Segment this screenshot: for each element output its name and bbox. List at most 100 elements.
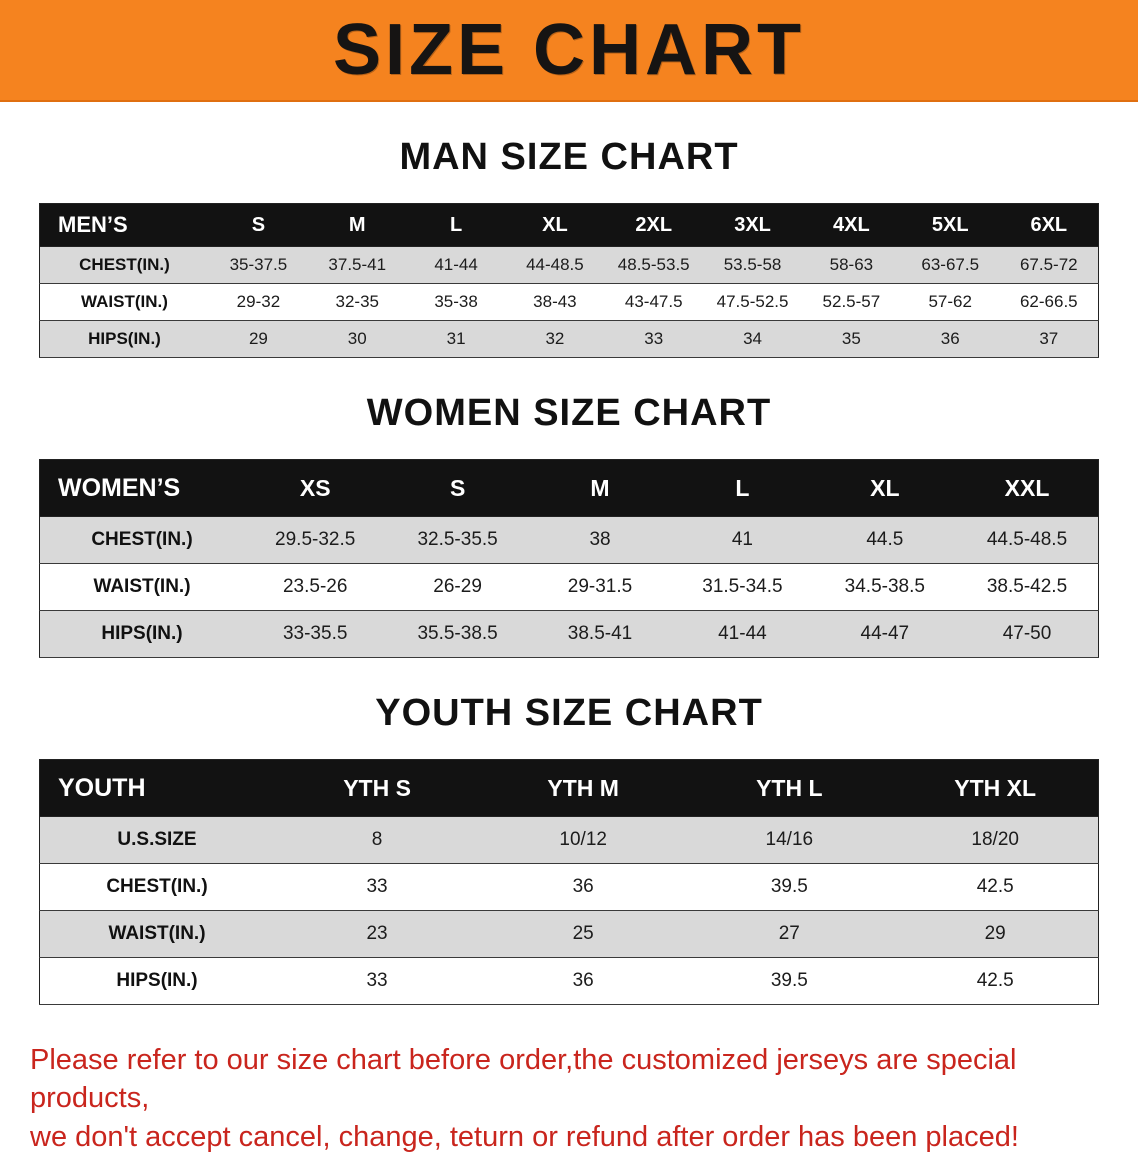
value-cell: 35-37.5 (229, 255, 288, 274)
value-cell: 32-35 (335, 292, 379, 311)
value-cell: 39.5 (770, 970, 808, 991)
value-cell: 32 (545, 329, 565, 348)
page-title: SIZE CHART (333, 10, 805, 90)
value-cell: 38.5-41 (567, 623, 633, 644)
row-label-cell: CHEST(IN.) (79, 255, 170, 274)
size-header-cell: XL (813, 459, 957, 517)
row-label-cell: HIPS(IN.) (101, 623, 183, 644)
value-cell: 23 (366, 923, 388, 944)
value-cell: 42.5 (976, 970, 1014, 991)
value-cell: 39.5 (770, 876, 808, 897)
value-cell: 23.5-26 (282, 576, 348, 597)
table-row: CHEST(IN.) 33 36 39.5 42.5 (39, 863, 1099, 911)
value-cell: 41 (731, 529, 753, 550)
size-header-cell: YTH XL (892, 759, 1099, 817)
value-cell: 29 (984, 923, 1006, 944)
men-section-heading: MAN SIZE CHART (399, 136, 739, 178)
value-cell: 29-31.5 (567, 576, 633, 597)
value-cell: 36 (940, 329, 960, 348)
value-cell: 44-48.5 (526, 255, 584, 274)
size-header-cell: M (307, 203, 407, 247)
value-cell: 36 (572, 876, 594, 897)
row-label-cell: CHEST(IN.) (91, 529, 193, 550)
men-size-section: MAN SIZE CHART MEN’S S M L XL 2XL 3XL 4XL 5XL 6XL… (0, 136, 1138, 358)
value-cell: 38.5-42.5 (986, 576, 1068, 597)
value-cell: 36 (572, 970, 594, 991)
row-label-cell: WAIST(IN.) (81, 292, 168, 311)
table-header-row: MEN’S S M L XL 2XL 3XL 4XL 5XL 6XL (39, 203, 1099, 247)
value-cell: 10/12 (559, 829, 607, 850)
value-cell: 47.5-52.5 (716, 292, 789, 311)
value-cell: 44.5 (866, 529, 904, 550)
size-header-cell: M (528, 459, 672, 517)
value-cell: 29 (248, 329, 268, 348)
size-header-cell: XXL (956, 459, 1099, 517)
youth-size-section: YOUTH SIZE CHART YOUTH YTH S YTH M YTH L YTH… (0, 692, 1138, 1005)
value-cell: 33 (366, 970, 388, 991)
value-cell: 33-35.5 (282, 623, 348, 644)
title-banner: SIZE CHART (0, 0, 1138, 102)
size-header-cell: L (671, 459, 814, 517)
table-title-cell: WOMEN’S (39, 459, 244, 517)
table-title-cell: YOUTH (39, 759, 274, 817)
row-label-cell: WAIST(IN.) (108, 923, 206, 944)
disclaimer-line-2: we don't accept cancel, change, teturn o… (30, 1120, 1019, 1153)
value-cell: 25 (572, 923, 594, 944)
table-row: HIPS(IN.) 33-35.5 35.5-38.5 38.5-41 41-44 44-… (39, 610, 1099, 658)
size-header-cell: S (386, 459, 529, 517)
value-cell: 32.5-35.5 (417, 529, 498, 550)
value-cell: 37 (1039, 329, 1059, 348)
size-header-cell: 3XL (703, 203, 802, 247)
value-cell: 38 (589, 529, 611, 550)
size-header-cell: S (209, 203, 308, 247)
table-header-row: WOMEN’S XS S M L XL XXL (39, 459, 1099, 517)
value-cell: 26-29 (433, 576, 482, 597)
size-header-cell: L (406, 203, 506, 247)
value-cell: 35 (841, 329, 861, 348)
value-cell: 38-43 (533, 292, 577, 311)
table-row: HIPS(IN.) 29 30 31 32 33 34 35 36 37 (39, 320, 1099, 358)
table-row: WAIST(IN.) 23 25 27 29 (39, 910, 1099, 958)
value-cell: 41-44 (718, 623, 767, 644)
value-cell: 34.5-38.5 (844, 576, 925, 597)
value-cell: 44-47 (860, 623, 910, 644)
size-header-cell: YTH S (274, 759, 481, 817)
row-label-cell: HIPS(IN.) (88, 329, 161, 348)
table-row: U.S.SIZE 8 10/12 14/16 18/20 (39, 816, 1099, 864)
value-cell: 42.5 (976, 876, 1014, 897)
size-header-cell: YTH M (480, 759, 687, 817)
disclaimer: Please refer to our size chart before or… (0, 1041, 1138, 1174)
men-size-table: MEN’S S M L XL 2XL 3XL 4XL 5XL 6XL CHEST(IN.) 35-37… (39, 203, 1099, 358)
table-row: CHEST(IN.) 29.5-32.5 32.5-35.5 38 41 44.5 44.5… (39, 516, 1099, 564)
value-cell: 8 (371, 829, 383, 850)
value-cell: 67.5-72 (1019, 255, 1078, 274)
value-cell: 31.5-34.5 (702, 576, 783, 597)
size-header-cell: 2XL (604, 203, 704, 247)
value-cell: 48.5-53.5 (617, 255, 690, 274)
table-header-row: YOUTH YTH S YTH M YTH L YTH XL (39, 759, 1099, 817)
row-label-cell: CHEST(IN.) (106, 876, 208, 897)
table-title-cell: MEN’S (39, 203, 209, 247)
row-label-cell: U.S.SIZE (117, 829, 197, 850)
value-cell: 29-32 (236, 292, 281, 311)
size-header-cell: 4XL (801, 203, 901, 247)
value-cell: 52.5-57 (822, 292, 881, 311)
table-row: WAIST(IN.) 29-32 32-35 35-38 38-43 43-47.5 47.… (39, 283, 1099, 321)
value-cell: 27 (778, 923, 800, 944)
table-row: WAIST(IN.) 23.5-26 26-29 29-31.5 31.5-34.5 34… (39, 563, 1099, 611)
size-header-cell: YTH L (686, 759, 893, 817)
value-cell: 14/16 (765, 829, 814, 850)
value-cell: 53.5-58 (723, 255, 782, 274)
women-section-heading: WOMEN SIZE CHART (366, 392, 772, 434)
youth-section-heading: YOUTH SIZE CHART (375, 692, 763, 734)
value-cell: 33 (366, 876, 388, 897)
value-cell: 41-44 (434, 255, 478, 274)
value-cell: 31 (446, 329, 466, 348)
table-row: HIPS(IN.) 33 36 39.5 42.5 (39, 957, 1099, 1005)
value-cell: 62-66.5 (1019, 292, 1078, 311)
value-cell: 35-38 (434, 292, 478, 311)
charts-main: MAN SIZE CHART MEN’S S M L XL 2XL 3XL 4XL 5XL 6XL… (0, 136, 1138, 1005)
row-label-cell: HIPS(IN.) (116, 970, 198, 991)
value-cell: 47-50 (1002, 623, 1052, 644)
value-cell: 58-63 (829, 255, 874, 274)
